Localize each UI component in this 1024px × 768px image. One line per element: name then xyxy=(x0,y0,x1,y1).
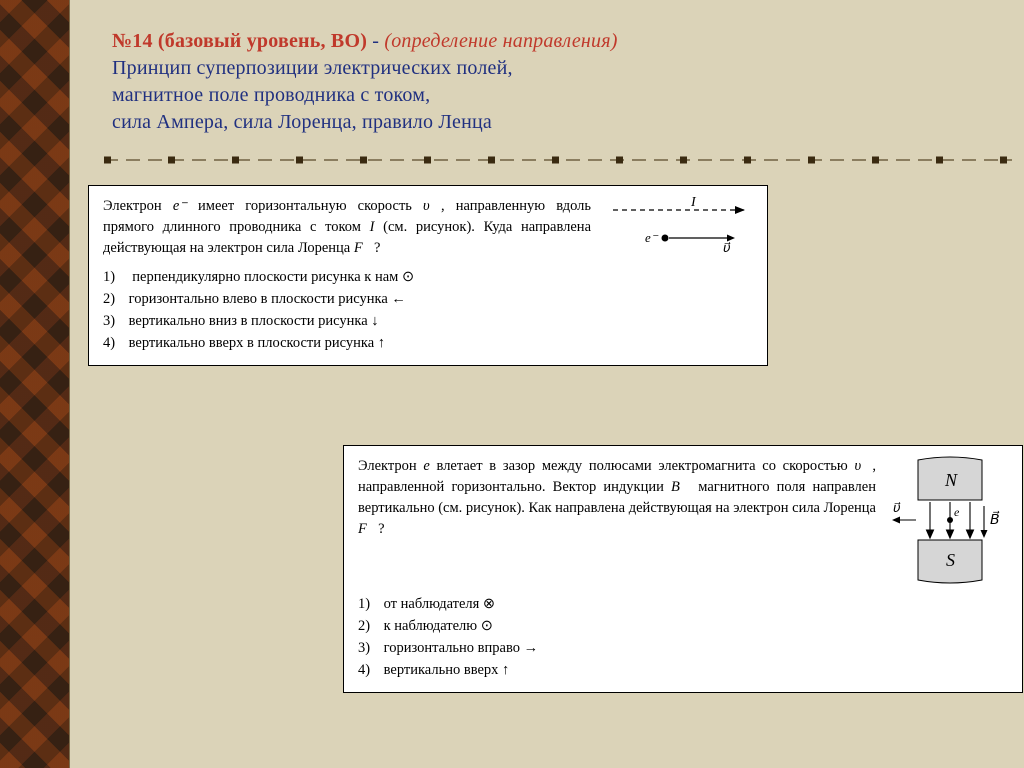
problem-card-2: Электрон e влетает в зазор между полюсам… xyxy=(343,445,1023,693)
option-2: 2) к наблюдателю ⊙ xyxy=(358,616,1010,637)
fig2-N-label: N xyxy=(944,470,958,490)
problem-2-figure: N S υ⃗ e xyxy=(890,456,1010,586)
slide-heading: №14 (базовый уровень, ВО) - (определение… xyxy=(112,28,994,136)
option-4: 4) вертикально вверх ↑ xyxy=(358,660,1010,681)
heading-line-3: сила Ампера, сила Лоренца, правило Ленца xyxy=(112,111,492,133)
fig2-e-label: e xyxy=(954,505,960,519)
problem-1-text: Электрон e⁻ имеет горизонтальную скорост… xyxy=(103,196,591,259)
option-1: 1) перпендикулярно плоскости рисунка к н… xyxy=(103,267,755,288)
heading-number: №14 (базовый уровень, ВО) xyxy=(112,30,367,52)
fig1-I-label: I xyxy=(690,196,697,210)
fig2-v-label: υ⃗ xyxy=(893,500,901,515)
section-divider xyxy=(104,154,1012,166)
fig1-v-label: υ⃗ xyxy=(723,240,731,255)
heading-line-2: магнитное поле проводника с током, xyxy=(112,84,430,106)
problem-card-1: Электрон e⁻ имеет горизонтальную скорост… xyxy=(88,185,768,366)
option-1: 1) от наблюдателя ⊗ xyxy=(358,594,1010,615)
option-3: 3) горизонтально вправо → xyxy=(358,638,1010,659)
option-2: 2) горизонтально влево в плоскости рисун… xyxy=(103,289,755,310)
problem-1-options: 1) перпендикулярно плоскости рисунка к н… xyxy=(103,267,755,354)
heading-meta: (определение направления) xyxy=(384,30,617,52)
slide-content: №14 (базовый уровень, ВО) - (определение… xyxy=(88,0,1024,768)
heading-line-1: Принцип суперпозиции электрических полей… xyxy=(112,57,513,79)
problem-2-options: 1) от наблюдателя ⊗ 2) к наблюдателю ⊙ 3… xyxy=(358,594,1010,681)
fig1-e-label: e⁻ xyxy=(645,230,659,245)
decorative-sidebar xyxy=(0,0,70,768)
fig2-S-label: S xyxy=(946,550,955,570)
option-3: 3) вертикально вниз в плоскости рисунка … xyxy=(103,311,755,332)
problem-1-figure: I e⁻ υ⃗ xyxy=(605,196,755,258)
fig2-B-label: B⃗ xyxy=(990,510,1000,528)
heading-dash: - xyxy=(367,30,384,52)
option-4: 4) вертикально вверх в плоскости рисунка… xyxy=(103,333,755,354)
problem-2-text: Электрон e влетает в зазор между полюсам… xyxy=(358,456,876,540)
